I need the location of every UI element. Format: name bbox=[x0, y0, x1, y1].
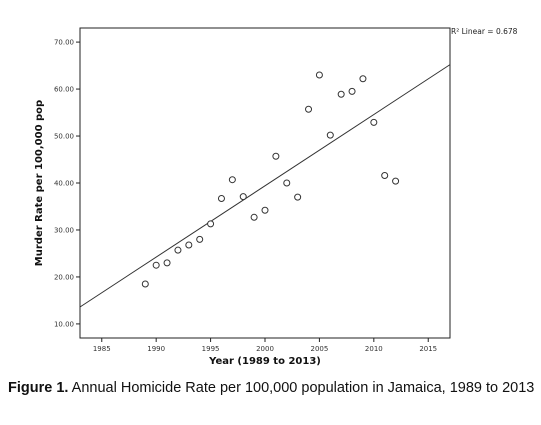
y-tick-label: 40.00 bbox=[54, 180, 74, 188]
r-squared-label: R² Linear = 0.678 bbox=[451, 27, 518, 36]
data-point bbox=[272, 152, 280, 160]
x-axis-ticks: 1985 1990 1995 2000 2005 2010 2015 bbox=[93, 338, 437, 353]
data-point bbox=[315, 71, 323, 79]
y-tick-label: 10.00 bbox=[54, 320, 74, 328]
y-tick-label: 50.00 bbox=[54, 133, 74, 141]
data-point bbox=[359, 75, 367, 83]
data-point bbox=[163, 259, 171, 267]
data-point bbox=[381, 171, 389, 179]
x-tick-label: 1985 bbox=[93, 345, 111, 353]
figure-caption-text: Annual Homicide Rate per 100,000 populat… bbox=[68, 380, 535, 396]
data-point bbox=[196, 235, 204, 243]
figure-label: Figure 1. bbox=[8, 380, 69, 396]
data-point bbox=[305, 105, 313, 113]
data-point bbox=[294, 193, 302, 201]
y-axis-ticks: 10.00 20.00 30.00 40.00 50.00 60.00 70.00 bbox=[54, 39, 80, 328]
data-point bbox=[370, 118, 378, 126]
plot-frame bbox=[79, 27, 451, 339]
data-point bbox=[392, 177, 400, 185]
y-tick-label: 70.00 bbox=[54, 39, 74, 47]
x-tick-label: 2000 bbox=[256, 345, 274, 353]
data-point bbox=[348, 87, 356, 95]
data-point bbox=[228, 176, 236, 184]
data-point bbox=[152, 261, 160, 269]
data-point bbox=[283, 179, 291, 187]
data-point bbox=[174, 246, 182, 254]
x-axis-title: Year (1989 to 2013) bbox=[208, 356, 321, 367]
data-point bbox=[250, 213, 258, 221]
x-tick-label: 2005 bbox=[310, 345, 328, 353]
y-tick-label: 60.00 bbox=[54, 86, 74, 94]
data-point bbox=[141, 280, 149, 288]
data-point bbox=[261, 206, 269, 214]
scatter-chart: 10.00 20.00 30.00 40.00 50.00 60.00 70.00 1985… bbox=[34, 27, 518, 367]
y-tick-label: 20.00 bbox=[54, 273, 74, 281]
y-axis-title: Murder Rate per 100,000 pop bbox=[34, 100, 45, 266]
data-point bbox=[337, 90, 345, 98]
data-point bbox=[326, 131, 334, 139]
data-point bbox=[217, 195, 225, 202]
data-points bbox=[141, 71, 400, 288]
x-tick-label: 2015 bbox=[419, 345, 437, 353]
figure-caption: Figure 1. Annual Homicide Rate per 100,0… bbox=[8, 379, 538, 397]
x-tick-label: 1995 bbox=[202, 345, 220, 353]
x-tick-label: 2010 bbox=[365, 345, 383, 353]
data-point bbox=[239, 193, 247, 201]
y-tick-label: 30.00 bbox=[54, 226, 74, 234]
x-tick-label: 1990 bbox=[147, 345, 165, 353]
data-point bbox=[185, 241, 193, 249]
data-point bbox=[207, 220, 215, 228]
regression-line bbox=[79, 64, 451, 308]
